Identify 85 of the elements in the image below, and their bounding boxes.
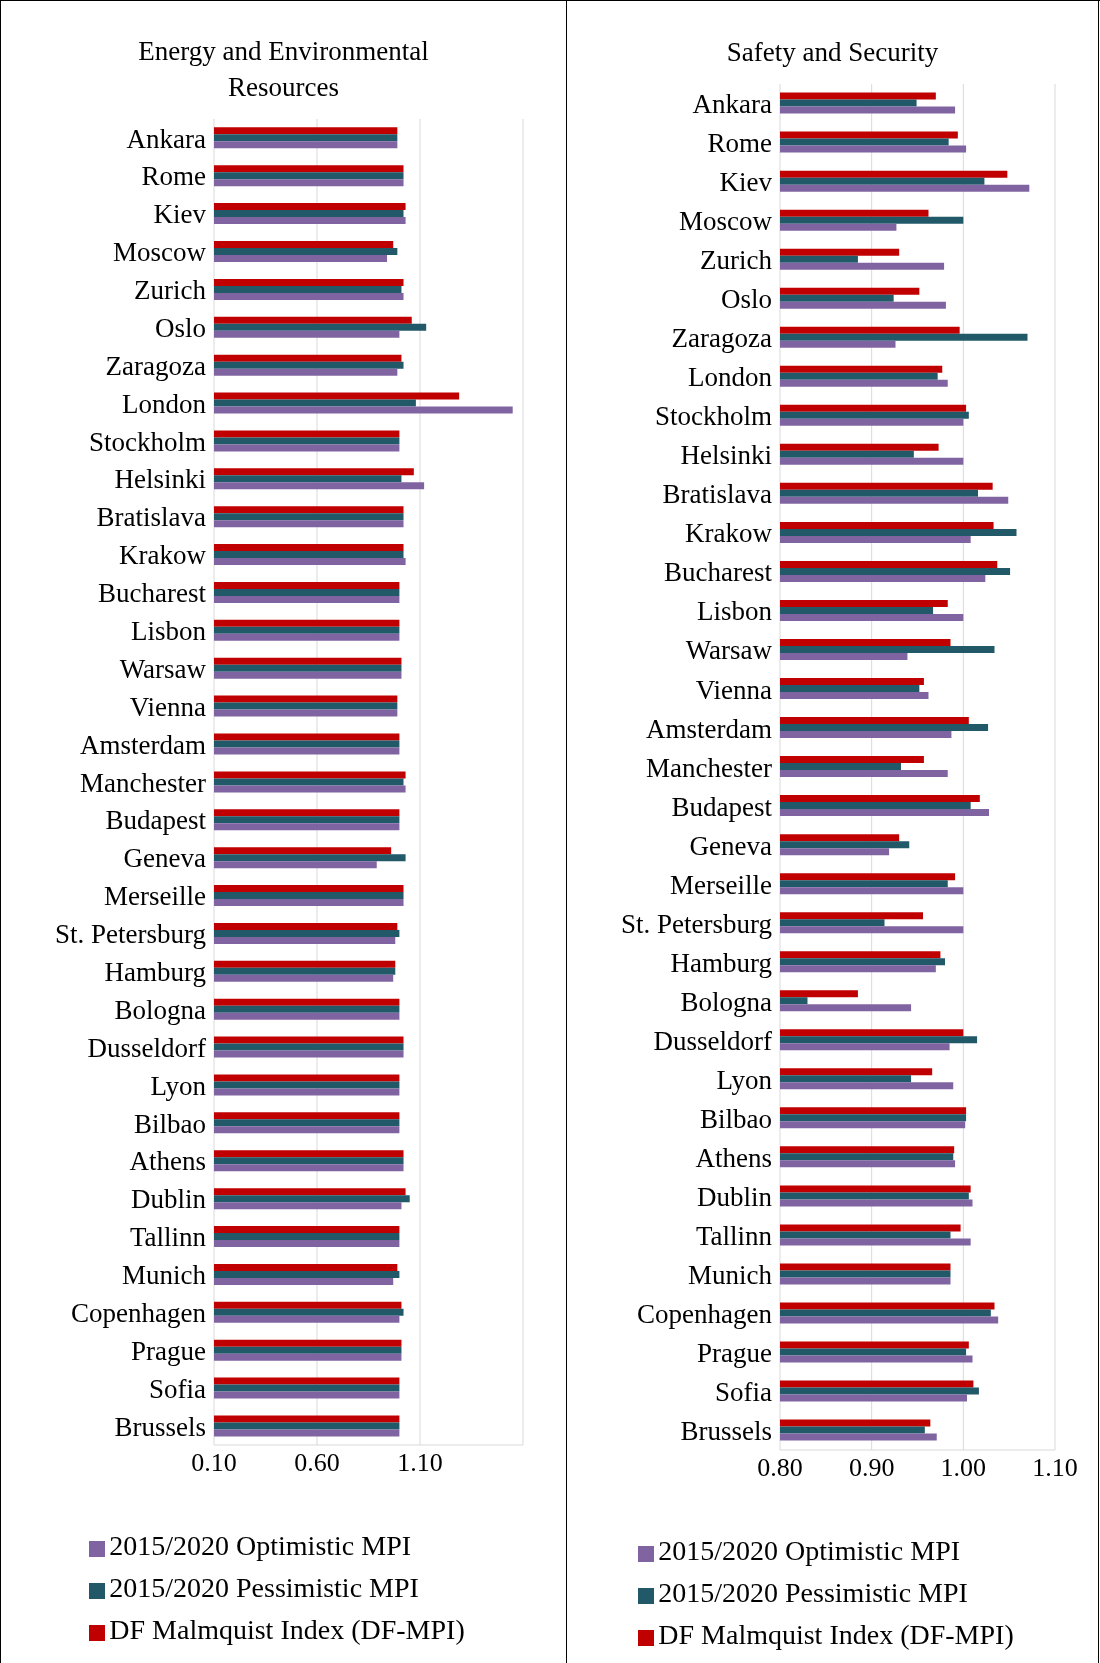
y-tick-label: Manchester bbox=[80, 767, 206, 798]
y-tick-label: Merseille bbox=[104, 881, 207, 912]
y-tick-label: Helsinki bbox=[114, 464, 206, 495]
y-tick-label: Zaragoza bbox=[671, 323, 773, 354]
y-tick-label: Amsterdam bbox=[646, 713, 772, 744]
y-tick-label: Bratislava bbox=[662, 479, 773, 510]
y-tick-label: Krakow bbox=[119, 540, 207, 571]
chart-title: Safety and Security bbox=[725, 36, 940, 69]
y-tick-label: Prague bbox=[131, 1335, 207, 1366]
legend-label: 2015/2020 Pessimistic MPI bbox=[109, 1572, 419, 1603]
y-tick-label: Warsaw bbox=[119, 653, 207, 684]
y-tick-label: Lyon bbox=[150, 1070, 207, 1101]
y-tick-label: Stockholm bbox=[654, 401, 772, 432]
y-tick-label: Munich bbox=[122, 1260, 207, 1291]
y-tick-label: Kiev bbox=[719, 167, 773, 198]
y-tick-label: Moscow bbox=[113, 237, 207, 268]
y-tick-label: Vienna bbox=[695, 674, 772, 705]
y-tick-label: Lisbon bbox=[696, 596, 773, 627]
x-tick-label: 1.10 bbox=[397, 1448, 443, 1478]
y-tick-label: Geneva bbox=[689, 830, 773, 861]
y-tick-label: Hamburg bbox=[104, 957, 206, 988]
x-tick-label: 1.10 bbox=[1032, 1453, 1078, 1483]
legend-label: DF Malmquist Index (DF-MPI) bbox=[658, 1619, 1014, 1650]
y-tick-label: Tallinn bbox=[695, 1220, 773, 1251]
y-tick-label: Stockholm bbox=[88, 426, 206, 457]
y-tick-label: Manchester bbox=[646, 752, 772, 783]
y-tick-label: Budapest bbox=[105, 805, 207, 836]
y-tick-label: Athens bbox=[695, 1142, 772, 1173]
y-tick-label: Prague bbox=[697, 1338, 773, 1369]
y-tick-label: Zurich bbox=[700, 245, 773, 276]
y-tick-label: Bilbao bbox=[134, 1108, 206, 1139]
y-tick-label: Rome bbox=[141, 161, 207, 192]
y-tick-label: Amsterdam bbox=[80, 729, 206, 760]
x-tick-label: 1.00 bbox=[940, 1453, 987, 1483]
x-tick-label: 0.60 bbox=[294, 1448, 340, 1478]
x-tick-label: 0.90 bbox=[848, 1453, 895, 1483]
y-tick-label: Copenhagen bbox=[71, 1297, 207, 1328]
y-tick-label: Dublin bbox=[130, 1184, 207, 1215]
legend-label: 2015/2020 Optimistic MPI bbox=[658, 1535, 961, 1566]
y-tick-label: Helsinki bbox=[680, 440, 772, 471]
y-tick-label: Budapest bbox=[671, 791, 773, 822]
y-tick-label: Bilbao bbox=[700, 1103, 772, 1134]
y-tick-label: Kiev bbox=[153, 199, 207, 230]
y-tick-label: Rome bbox=[707, 128, 773, 159]
y-tick-label: Munich bbox=[688, 1259, 773, 1290]
y-tick-label: Dusseldorf bbox=[653, 1025, 773, 1056]
y-tick-label: Lisbon bbox=[130, 616, 207, 647]
y-tick-label: Athens bbox=[129, 1146, 206, 1177]
y-tick-label: Zaragoza bbox=[105, 350, 207, 381]
y-tick-label: Bologna bbox=[680, 986, 773, 1017]
y-tick-label: Brussels bbox=[680, 1416, 772, 1447]
y-tick-label: Vienna bbox=[129, 691, 206, 722]
y-tick-label: St. Petersburg bbox=[620, 908, 772, 939]
y-tick-label: Geneva bbox=[123, 843, 207, 874]
y-tick-label: Oslo bbox=[154, 312, 206, 343]
chart-title: Energy and Environmental Resources bbox=[137, 35, 430, 104]
x-tick-label: 0.80 bbox=[757, 1453, 803, 1483]
y-tick-label: Moscow bbox=[679, 206, 773, 237]
y-tick-label: Dusseldorf bbox=[87, 1032, 207, 1063]
y-tick-label: Oslo bbox=[720, 284, 772, 315]
y-tick-label: Hamburg bbox=[670, 947, 772, 978]
y-tick-label: Bucharest bbox=[98, 578, 207, 609]
y-tick-label: Bologna bbox=[114, 994, 207, 1025]
y-tick-label: Merseille bbox=[670, 869, 773, 900]
y-tick-label: Ankara bbox=[692, 89, 772, 120]
y-tick-label: Lyon bbox=[716, 1064, 773, 1095]
y-tick-label: Zurich bbox=[134, 275, 207, 306]
y-tick-label: Bratislava bbox=[96, 502, 207, 533]
legend-label: 2015/2020 Pessimistic MPI bbox=[658, 1577, 968, 1608]
legend-label: DF Malmquist Index (DF-MPI) bbox=[109, 1614, 465, 1645]
y-tick-label: Dublin bbox=[696, 1181, 773, 1212]
y-tick-label: Tallinn bbox=[129, 1222, 207, 1253]
y-tick-label: Krakow bbox=[685, 518, 773, 549]
y-tick-label: Warsaw bbox=[685, 635, 773, 666]
x-tick-label: 0.10 bbox=[191, 1448, 237, 1478]
y-tick-label: Copenhagen bbox=[637, 1298, 773, 1329]
legend-label: 2015/2020 Optimistic MPI bbox=[109, 1530, 412, 1561]
y-tick-label: London bbox=[122, 388, 207, 419]
y-tick-label: Brussels bbox=[114, 1411, 206, 1442]
y-tick-label: London bbox=[688, 362, 773, 393]
y-tick-label: St. Petersburg bbox=[54, 919, 206, 950]
y-tick-label: Bucharest bbox=[664, 557, 773, 588]
y-tick-label: Ankara bbox=[126, 123, 206, 154]
y-tick-label: Sofia bbox=[149, 1373, 207, 1404]
y-tick-label: Sofia bbox=[715, 1377, 773, 1408]
